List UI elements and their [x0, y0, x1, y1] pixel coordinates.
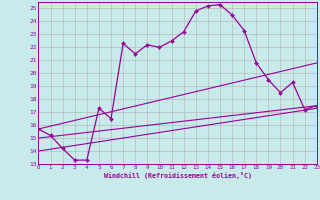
X-axis label: Windchill (Refroidissement éolien,°C): Windchill (Refroidissement éolien,°C) — [104, 172, 252, 179]
